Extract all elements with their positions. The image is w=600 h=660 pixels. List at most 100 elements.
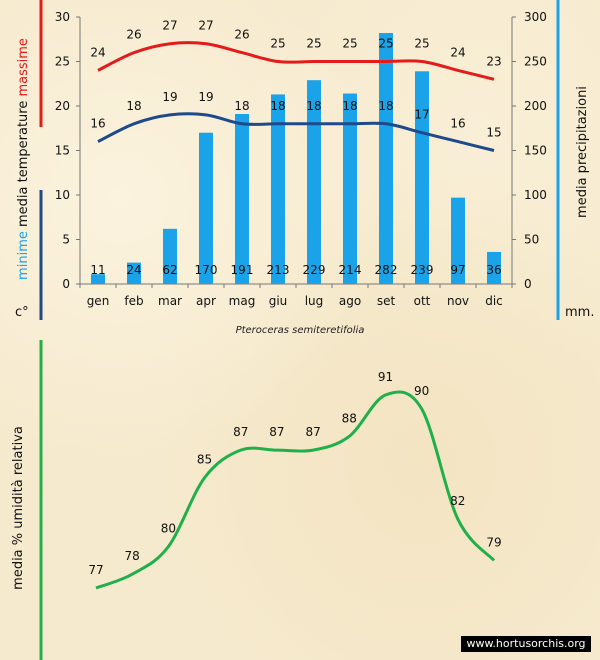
precipitation-bars (91, 33, 501, 285)
humidity-value-label: 91 (378, 370, 393, 384)
precipitation-value-label: 214 (339, 263, 362, 277)
humidity-value-label: 85 (197, 453, 212, 467)
precipitation-bar (163, 228, 177, 284)
precipitation-value-label: 229 (303, 263, 326, 277)
precipitation-value-label: 239 (411, 263, 434, 277)
chart-caption: Pteroceras semiteretifolia (235, 325, 365, 336)
x-tick-label: feb (124, 294, 143, 308)
y-right-tick-label: 0 (524, 277, 532, 291)
massime-value-label: 25 (414, 37, 429, 51)
precipitation-bar (343, 93, 357, 284)
y-left-tick-label: 10 (55, 188, 70, 202)
humidity-line-group (95, 390, 496, 590)
humidity-value-label: 87 (233, 425, 248, 439)
x-tick-label: ago (339, 294, 361, 308)
minime-value-label: 18 (234, 99, 249, 113)
x-ticks: gen feb mar apr mag giu lug ago set ott nov dic (79, 284, 513, 308)
x-tick-label: lug (305, 294, 324, 308)
y-right-tick-label: 50 (524, 233, 539, 247)
minime-value-label: 18 (126, 99, 141, 113)
precipitation-labels: 11 24 62 170 191 213 229 214 282 239 97 36 (90, 263, 501, 277)
y-left-unit: c° (15, 305, 29, 320)
massime-value-label: 25 (270, 37, 285, 51)
x-tick-label: dic (485, 294, 503, 308)
y-left-tick-label: 0 (62, 277, 70, 291)
y-left-tick-label: 25 (55, 55, 70, 69)
y-left-tick-label: 5 (62, 233, 70, 247)
massime-value-label: 25 (306, 37, 321, 51)
x-tick-label: mar (158, 294, 182, 308)
x-tick-label: gen (87, 294, 110, 308)
humidity-value-label: 77 (88, 563, 103, 577)
precipitation-value-label: 170 (195, 263, 218, 277)
humidity-value-label: 78 (125, 549, 140, 563)
massime-line (97, 41, 495, 81)
humidity-value-label: 79 (486, 535, 501, 549)
precipitation-bar (415, 71, 429, 284)
precipitation-value-label: 191 (231, 263, 254, 277)
y-right-tick-label: 100 (524, 188, 547, 202)
minime-value-label: 17 (414, 108, 429, 122)
humidity-value-label: 87 (269, 425, 284, 439)
precipitation-bar (199, 132, 213, 284)
massime-value-label: 27 (198, 19, 213, 33)
y-left-label-minime: minime (16, 231, 31, 280)
precipitation-value-label: 24 (126, 263, 141, 277)
y-left-label-main: media temperature (16, 101, 31, 227)
y-right-tick-label: 300 (524, 10, 547, 24)
humidity-ylabel: media % umidità relativa (11, 426, 26, 590)
y-left-label: minime media temperature massime (16, 38, 31, 280)
y-right-label: media precipitazioni (575, 86, 590, 218)
minime-line (97, 112, 495, 152)
massime-value-label: 24 (450, 45, 465, 59)
massime-value-label: 26 (234, 28, 249, 42)
massime-value-label: 24 (90, 45, 105, 59)
y-right-ticks: 0 50 100 150 200 250 300 (512, 10, 547, 291)
humidity-value-label: 88 (342, 411, 357, 425)
y-left-tick-label: 20 (55, 99, 70, 113)
humidity-value-label: 82 (450, 494, 465, 508)
temperature-labels: 24 26 27 27 26 25 25 25 25 25 24 23 16 18 19 19 18 18 18 18… (90, 19, 501, 140)
precipitation-bar (307, 80, 321, 284)
x-tick-label: nov (447, 294, 469, 308)
minime-value-label: 19 (198, 90, 213, 104)
minime-value-label: 15 (486, 126, 501, 140)
precipitation-value-label: 62 (162, 263, 177, 277)
massime-value-label: 25 (342, 37, 357, 51)
minime-value-label: 18 (342, 99, 357, 113)
x-tick-label: set (377, 294, 396, 308)
x-tick-label: apr (196, 294, 216, 308)
massime-value-label: 23 (486, 54, 501, 68)
y-left-tick-label: 15 (55, 144, 70, 158)
precipitation-bar (379, 33, 393, 284)
minime-value-label: 16 (90, 117, 105, 131)
minime-value-label: 16 (450, 117, 465, 131)
minime-value-label: 18 (378, 99, 393, 113)
y-right-tick-label: 200 (524, 99, 547, 113)
precipitation-bar (235, 114, 249, 284)
x-tick-label: ott (414, 294, 431, 308)
precipitation-value-label: 11 (90, 263, 105, 277)
precipitation-value-label: 282 (375, 263, 398, 277)
massime-value-label: 26 (126, 28, 141, 42)
precipitation-bar (91, 274, 105, 284)
minime-value-label: 18 (270, 99, 285, 113)
humidity-value-label: 80 (161, 522, 176, 536)
minime-value-label: 19 (162, 90, 177, 104)
precipitation-value-label: 36 (486, 263, 501, 277)
humidity-labels: 77 78 80 85 87 87 87 88 91 90 82 79 (88, 370, 501, 577)
y-right-tick-label: 250 (524, 55, 547, 69)
watermark: www.hortusorchis.org (461, 636, 591, 652)
humidity-line (95, 390, 496, 590)
y-right-unit: mm. (565, 305, 594, 320)
massime-value-label: 27 (162, 19, 177, 33)
x-tick-label: giu (269, 294, 288, 308)
precipitation-bar (271, 94, 285, 285)
precipitation-bar (451, 197, 465, 284)
y-left-label-massime: massime (16, 38, 31, 96)
temperature-lines (97, 41, 495, 152)
massime-value-label: 25 (378, 37, 393, 51)
precipitation-value-label: 213 (267, 263, 290, 277)
